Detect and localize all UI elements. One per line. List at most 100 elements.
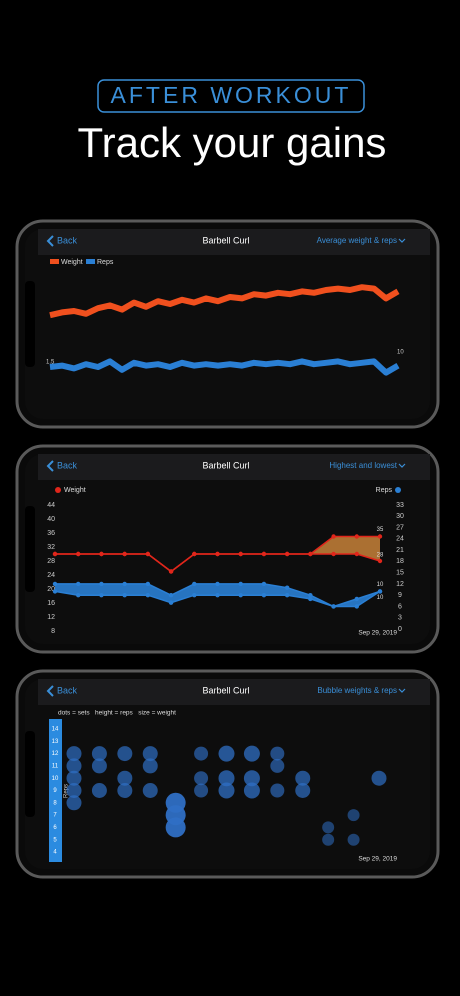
chart-menu[interactable]: Average weight & reps: [317, 236, 397, 245]
bubble: [165, 817, 186, 838]
y2-tick-label: 24: [396, 536, 404, 543]
legend-swatch: [50, 259, 59, 264]
back-chevron: [46, 685, 54, 697]
date-label: Sep 29, 2019: [358, 856, 397, 863]
menu-chevron: [398, 238, 406, 243]
nav-bar: [38, 679, 430, 705]
badge: AFTER WORKOUT: [111, 82, 352, 108]
bubble: [295, 783, 311, 798]
bubble: [194, 771, 209, 786]
low-point: [377, 558, 383, 564]
y-tick-label: 7: [53, 813, 57, 819]
back-button[interactable]: Back: [57, 685, 78, 695]
bubble: [243, 745, 260, 762]
legend-note: dots = sets height = reps size = weight: [58, 710, 176, 717]
high-point: [238, 581, 243, 587]
low-point: [99, 551, 104, 557]
legend-swatch: [86, 259, 95, 264]
bubble: [347, 809, 360, 822]
bubble: [66, 770, 82, 786]
value-label: 35: [377, 527, 384, 533]
y-tick-label: 24: [47, 572, 55, 579]
bubble: [142, 783, 158, 798]
bubble: [91, 746, 107, 762]
y-tick-label: 36: [47, 530, 55, 537]
low-point: [192, 592, 197, 598]
y2-tick-label: 12: [396, 581, 404, 588]
y2-tick-label: 30: [396, 513, 404, 520]
high-point: [122, 581, 127, 587]
low-point: [331, 551, 336, 557]
y2-tick-label: 6: [398, 603, 402, 610]
legend-dot: [55, 487, 61, 493]
high-point: [284, 585, 290, 590]
bubble: [243, 782, 260, 799]
bubble: [371, 770, 387, 786]
low-point: [308, 551, 313, 557]
screen-title: Barbell Curl: [202, 235, 249, 245]
nav-bar: [38, 454, 430, 480]
low-point: [354, 604, 359, 609]
bubble: [347, 833, 360, 846]
low-point: [122, 551, 127, 557]
nav-bar: [38, 229, 430, 255]
chart-menu[interactable]: Bubble weights & reps: [317, 686, 397, 695]
low-point: [354, 551, 359, 557]
bubble: [66, 783, 82, 798]
low-point: [192, 551, 197, 557]
y-tick-label: 8: [51, 628, 55, 635]
legend-label: Reps: [97, 259, 114, 266]
y-tick-label: 20: [47, 586, 55, 593]
y2-tick-label: 27: [396, 524, 404, 531]
y-tick-label: 6: [53, 825, 57, 831]
menu-chevron: [398, 463, 406, 468]
screen-title: Barbell Curl: [202, 685, 249, 695]
low-point: [99, 592, 104, 598]
bubble: [322, 821, 335, 834]
y-tick-label: 10: [52, 776, 59, 782]
series-line: [49, 358, 400, 376]
back-button[interactable]: Back: [57, 460, 78, 470]
low-point: [122, 592, 127, 598]
y-tick-label: 40: [47, 516, 55, 523]
series-line: [49, 284, 400, 319]
y-tick-label: 14: [52, 727, 59, 733]
y2-tick-label: 15: [396, 569, 404, 576]
bubble: [66, 746, 82, 762]
y2-tick-label: 0: [398, 626, 402, 633]
value-label: 28: [377, 553, 384, 559]
low-point: [261, 551, 267, 557]
y-tick-label: 44: [47, 502, 55, 509]
y-tick-label: 12: [52, 751, 59, 757]
notch: [25, 506, 35, 592]
legend-label: Weight: [61, 259, 83, 266]
y-tick-label: 11: [52, 763, 59, 769]
y2-tick-label: 21: [396, 547, 404, 554]
low-point: [168, 569, 174, 574]
y-axis-bar: [49, 719, 62, 862]
chart-menu[interactable]: Highest and lowest: [329, 461, 397, 470]
low-point: [215, 551, 220, 557]
bubble: [243, 770, 260, 787]
bubble: [218, 745, 235, 762]
y-tick-label: 4: [53, 850, 57, 856]
y-tick-label: 32: [47, 544, 55, 551]
value-label: 10: [377, 582, 384, 588]
low-point: [76, 551, 81, 557]
bubble: [194, 746, 209, 761]
bubble: [117, 770, 133, 786]
y2-tick-label: 3: [398, 615, 402, 622]
y-tick-label: 8: [53, 800, 57, 806]
high-point: [99, 581, 104, 587]
bubble: [91, 783, 107, 798]
high-point: [354, 596, 359, 602]
bubble: [91, 758, 107, 774]
low-point: [238, 551, 243, 557]
low-point: [145, 551, 151, 557]
bubble: [270, 758, 285, 773]
back-button[interactable]: Back: [57, 235, 78, 245]
bubble: [270, 783, 285, 798]
y-tick-label: 12: [47, 614, 55, 621]
